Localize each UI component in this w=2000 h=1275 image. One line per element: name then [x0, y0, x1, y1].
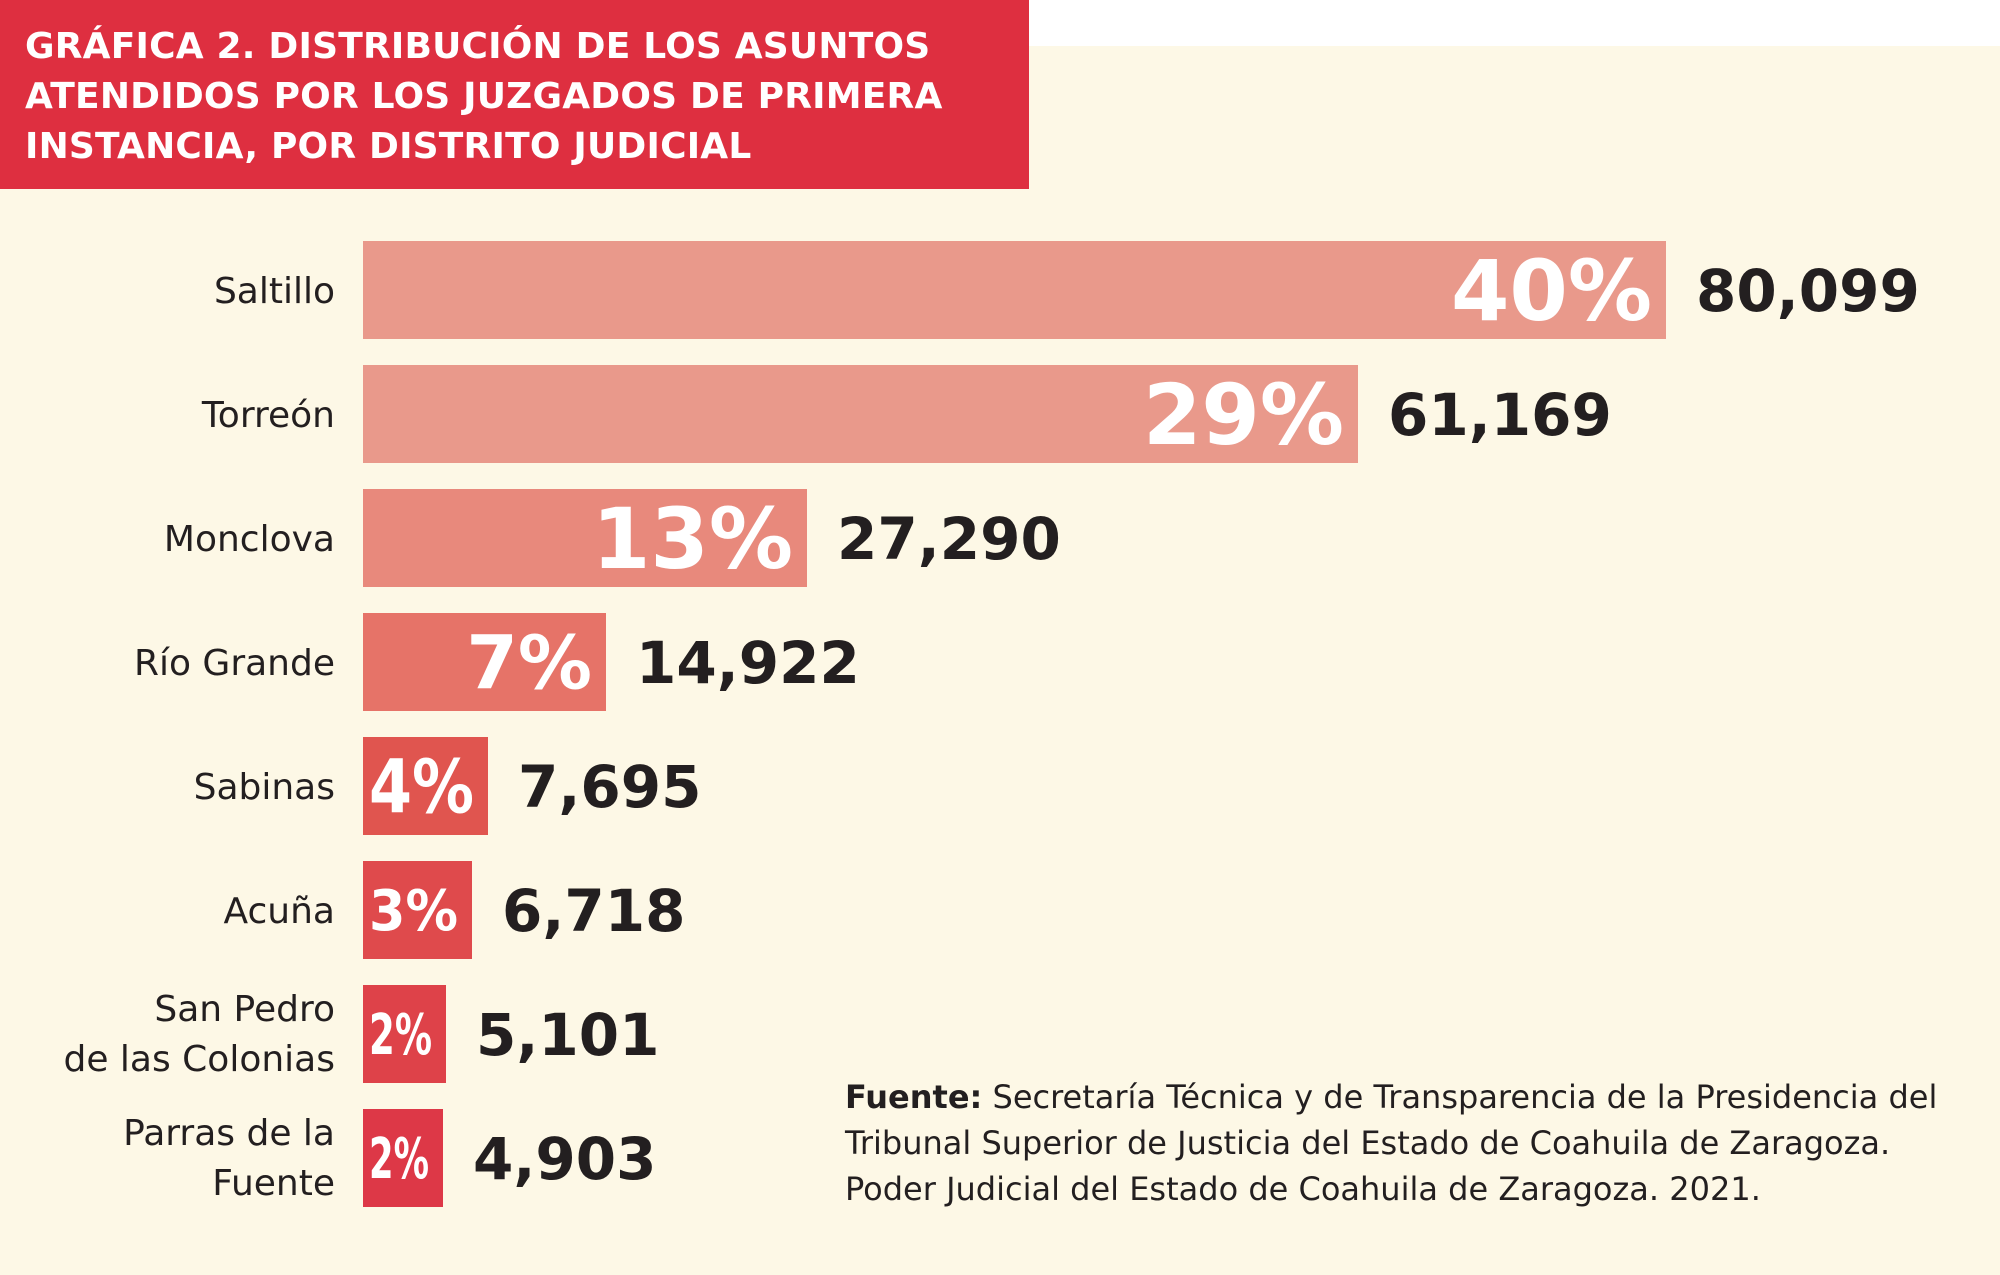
category-label: Sabinas	[194, 767, 335, 808]
bar	[363, 861, 472, 959]
bar	[363, 1109, 443, 1207]
category-label: Acuña	[224, 891, 335, 932]
percent-label: 2%	[369, 1003, 432, 1068]
percent-label: 7%	[466, 621, 592, 707]
category-label: Parras de la Fuente	[123, 1113, 335, 1204]
category-label: San Pedro de las Colonias	[63, 989, 335, 1080]
chart-title-box: GRÁFICA 2. DISTRIBUCIÓN DE LOS ASUNTOS A…	[0, 0, 1029, 189]
bar	[363, 489, 807, 587]
bar	[363, 737, 488, 835]
source-line: Poder Judicial del Estado de Coahuila de…	[845, 1170, 1761, 1208]
percent-label: 2%	[369, 1127, 429, 1192]
category-label-line: de las Colonias	[63, 1039, 335, 1080]
category-label: Río Grande	[134, 643, 335, 684]
value-label: 6,718	[502, 877, 685, 945]
value-label: 7,695	[518, 753, 701, 821]
category-label-line: Fuente	[212, 1163, 335, 1204]
source-line: Fuente: Secretaría Técnica y de Transpar…	[845, 1074, 1965, 1120]
percent-label: 29%	[1143, 366, 1344, 464]
category-label-line: Parras de la	[123, 1113, 335, 1154]
value-label: 4,903	[473, 1125, 656, 1193]
value-label: 14,922	[636, 629, 860, 697]
source-note: Fuente: Secretaría Técnica y de Transpar…	[845, 1074, 1965, 1212]
chart-title-line: GRÁFICA 2. DISTRIBUCIÓN DE LOS ASUNTOS	[25, 26, 931, 67]
source-line: Tribunal Superior de Justicia del Estado…	[845, 1124, 1891, 1162]
percent-label: 3%	[369, 879, 458, 944]
chart-title-line: ATENDIDOS POR LOS JUZGADOS DE PRIMERA	[25, 76, 943, 117]
bar	[363, 613, 606, 711]
category-label: Torreón	[201, 395, 335, 436]
category-label-line: San Pedro	[154, 989, 335, 1030]
category-label: Monclova	[164, 519, 335, 560]
value-label: 80,099	[1696, 257, 1920, 325]
source-label: Fuente:	[845, 1078, 983, 1116]
percent-label: 13%	[592, 490, 793, 588]
category-label: Saltillo	[214, 271, 335, 312]
chart-title-line: INSTANCIA, POR DISTRITO JUDICIAL	[25, 126, 752, 167]
bar	[363, 985, 446, 1083]
source-text: Secretaría Técnica y de Transparencia de…	[982, 1078, 1938, 1116]
value-label: 27,290	[837, 505, 1061, 573]
value-label: 5,101	[476, 1001, 659, 1069]
percent-label: 40%	[1451, 242, 1652, 340]
value-label: 61,169	[1388, 381, 1612, 449]
percent-label: 4%	[369, 745, 474, 831]
bar	[363, 365, 1358, 463]
bar	[363, 241, 1666, 339]
